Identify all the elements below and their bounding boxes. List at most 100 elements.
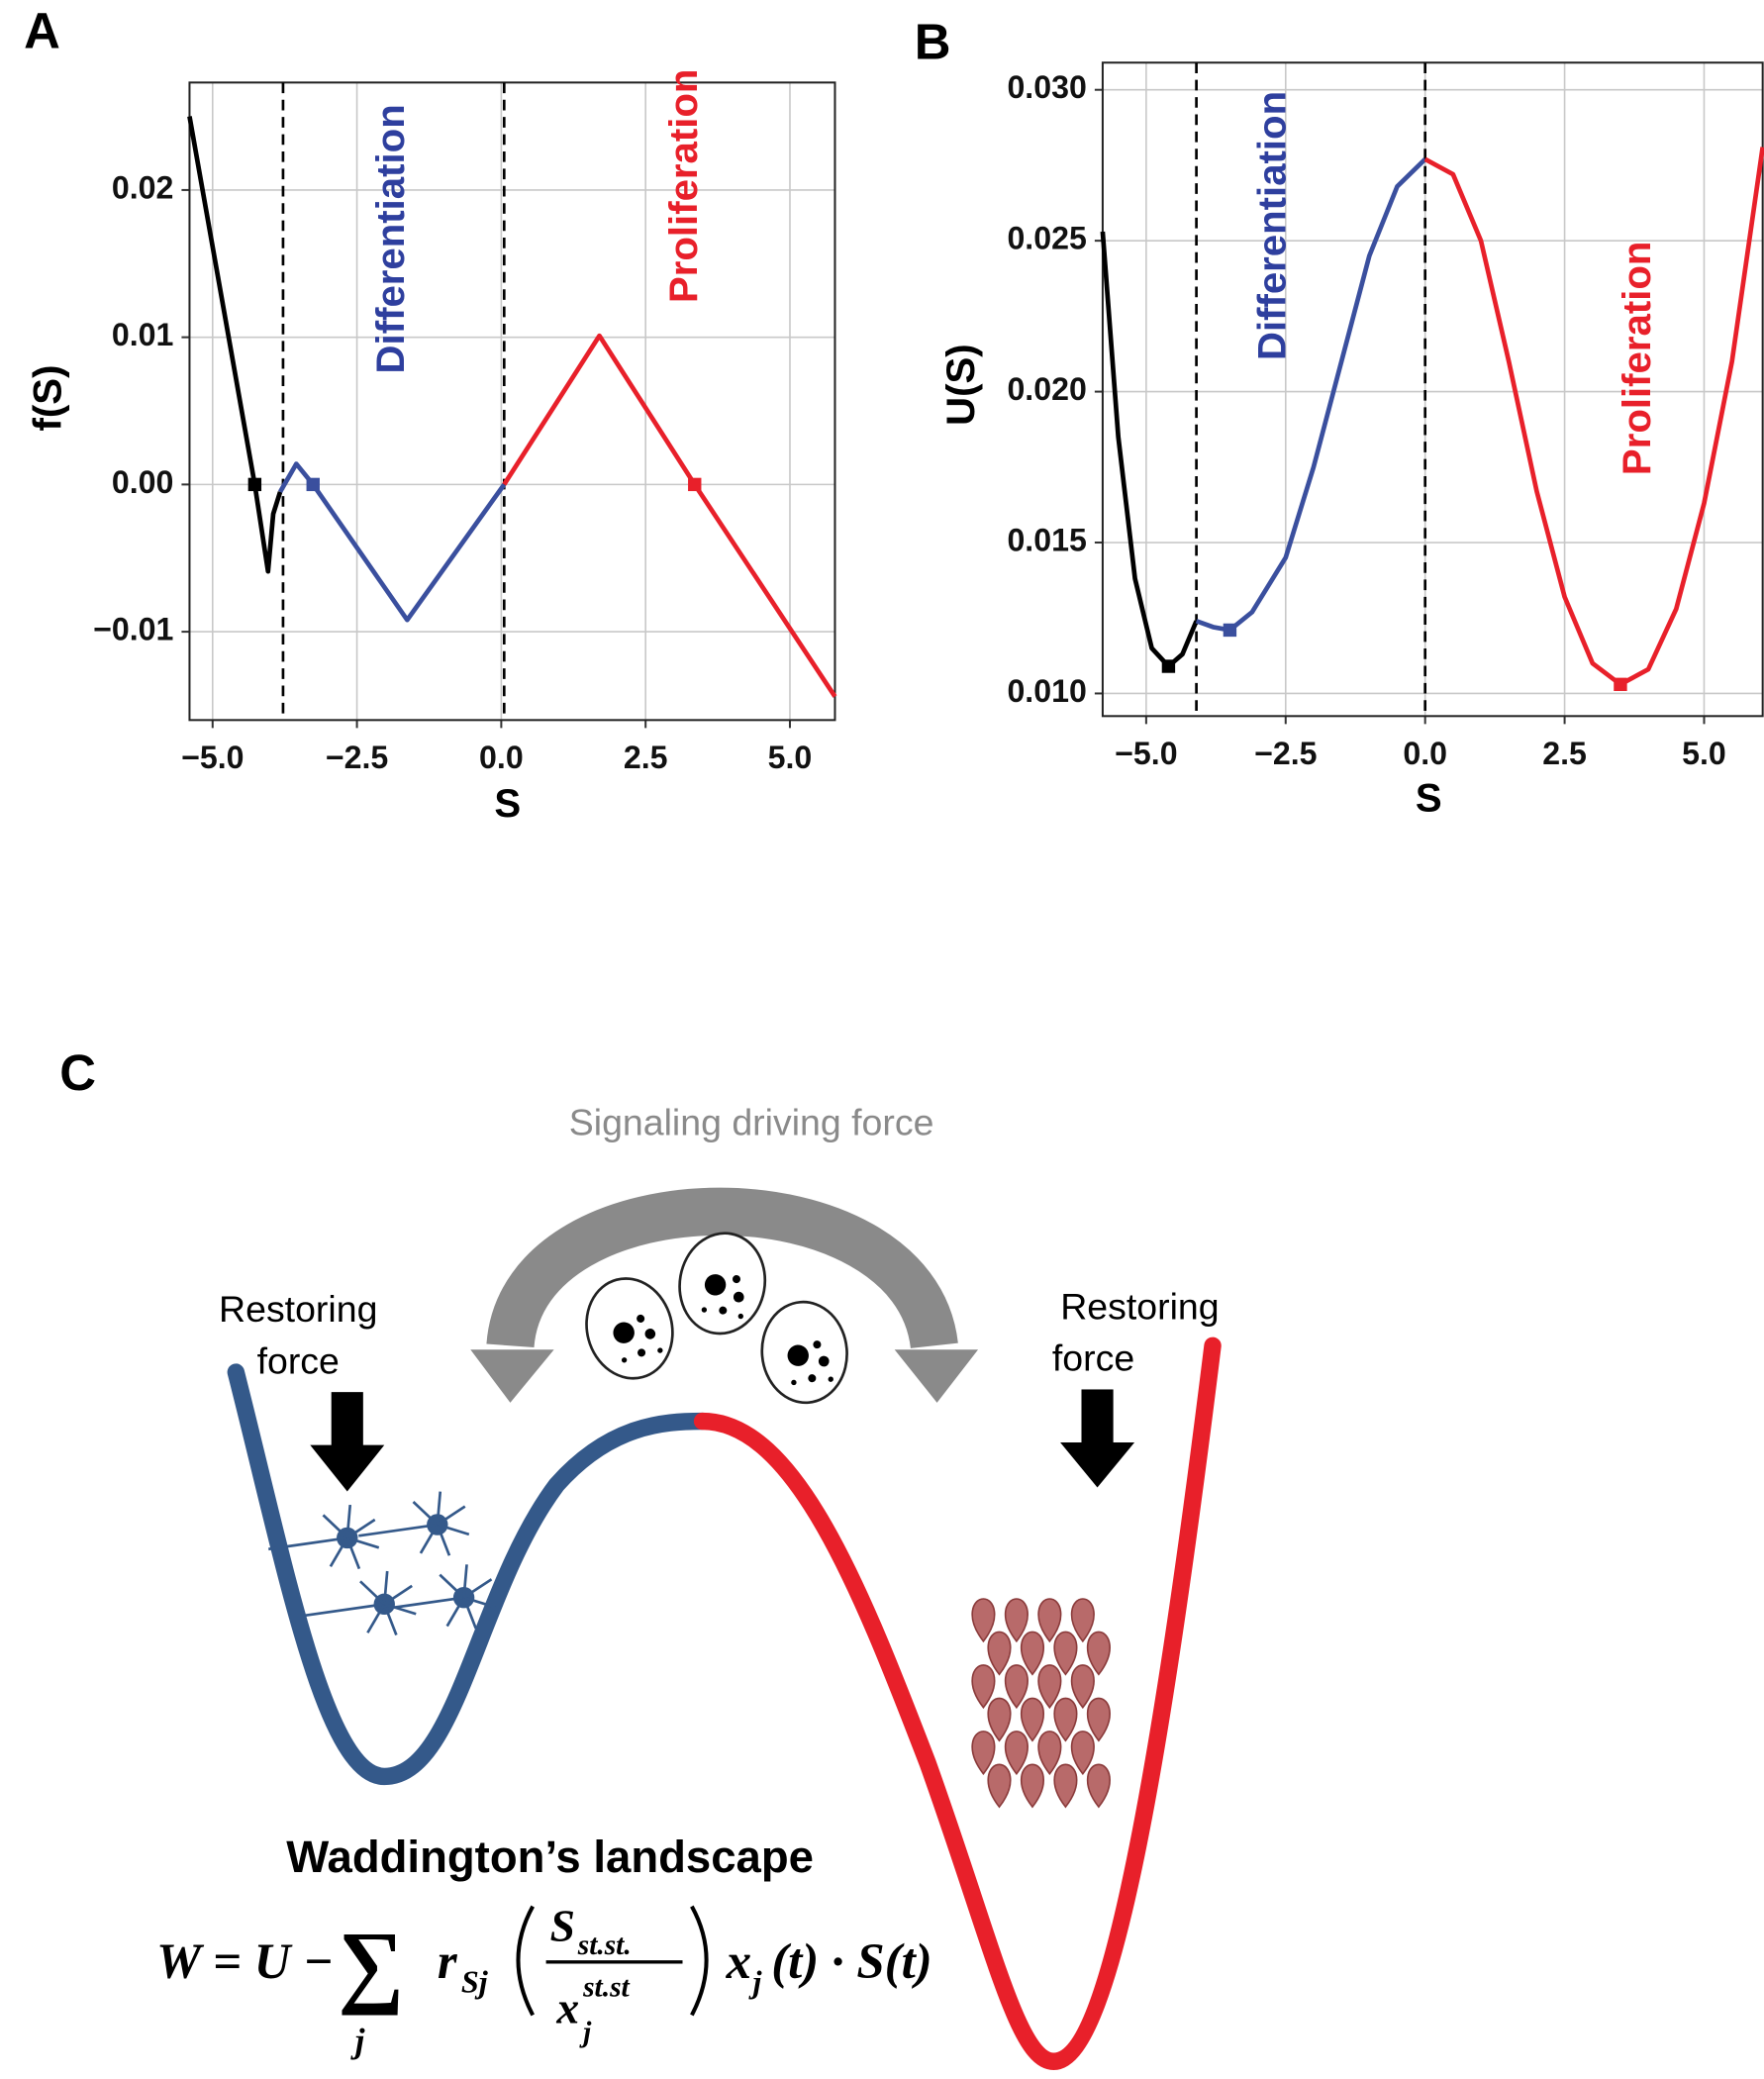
y-tick-label: 0.010 [1007, 673, 1086, 709]
x-tick-label: 0.0 [479, 740, 524, 775]
panel-c: C Signaling driving force Restoring forc… [59, 1044, 1222, 2070]
y-axis-title: f(S) [25, 365, 69, 432]
proliferating-cell [1053, 1697, 1078, 1742]
proliferating-cell [1053, 1763, 1078, 1809]
proliferating-cell [1053, 1631, 1078, 1676]
y-tick-label: 0.01 [112, 317, 174, 352]
annotation: Proliferation [1615, 242, 1659, 476]
landscape-blue [227, 1363, 712, 1786]
restoring-arrow [1060, 1442, 1135, 1488]
eq-den-sup: st.st [582, 1972, 630, 2004]
series-line [1195, 157, 1427, 633]
eq-num-sub: st.st. [577, 1930, 632, 1961]
proliferating-cell [1070, 1664, 1095, 1710]
stem-cell [585, 1277, 674, 1380]
proliferating-cell [1005, 1664, 1029, 1710]
steady-state-marker [688, 477, 702, 492]
nucleus [613, 1322, 635, 1343]
equation: W = U − ∑ j r Sj S st.st. x st.st j x j … [156, 1900, 932, 2059]
y-tick-label: 0.02 [112, 169, 174, 205]
organelle [813, 1340, 822, 1349]
neuron [358, 1491, 470, 1556]
y-tick-label: 0.020 [1007, 371, 1086, 407]
organelle [657, 1347, 663, 1353]
proliferating-cell [1005, 1731, 1029, 1776]
eq-r-sub: Sj [461, 1964, 489, 2000]
organelle [808, 1374, 817, 1383]
proliferating-cell [1087, 1697, 1111, 1742]
neuron [305, 1570, 417, 1636]
restoring-arrow [1081, 1389, 1114, 1445]
dendrite [359, 1580, 386, 1606]
eq-den: x [555, 1982, 579, 2032]
neuron [268, 1504, 380, 1570]
x-tick-label: 2.5 [624, 740, 668, 775]
series-line [1423, 147, 1764, 687]
organelle [737, 1313, 743, 1320]
x-tick-label: −2.5 [1254, 736, 1317, 771]
organelle [791, 1379, 797, 1386]
plot-frame [1101, 61, 1764, 718]
y-axis-title: U(S) [938, 344, 983, 426]
proliferating-cell [1005, 1598, 1029, 1643]
plot-frame [188, 81, 836, 722]
steady-state-marker [1614, 677, 1627, 692]
organelle [828, 1376, 833, 1382]
dendrite [384, 1596, 464, 1611]
proliferating-cell [987, 1631, 1012, 1676]
dendrite [436, 1491, 442, 1526]
dendrite [412, 1501, 439, 1526]
restoring-label: Restoring [1060, 1285, 1219, 1327]
proliferating-cell [971, 1664, 996, 1710]
annotation: Proliferation [661, 69, 706, 304]
dendrite [445, 1596, 465, 1628]
panel-label: B [915, 13, 951, 69]
neuron [384, 1564, 496, 1630]
proliferating-cell [1070, 1598, 1095, 1643]
organelle [621, 1357, 628, 1363]
x-axis-title: S [1416, 776, 1442, 821]
proliferating-cell [1037, 1664, 1062, 1710]
dendrite [345, 1504, 352, 1538]
proliferating-cell [1087, 1763, 1111, 1809]
x-tick-label: −5.0 [181, 740, 244, 775]
x-tick-label: −5.0 [1115, 736, 1177, 771]
proliferating-cell [1070, 1731, 1095, 1776]
paren [516, 1905, 535, 2017]
eq-den-sub: j [579, 2017, 592, 2048]
landscape-red [693, 1336, 1222, 2070]
dendrite [382, 1570, 389, 1605]
dendrite [345, 1536, 361, 1570]
eq-lhs: W = U − [156, 1934, 334, 1990]
dendrite [268, 1536, 347, 1551]
organelle [719, 1306, 728, 1315]
x-tick-label: 0.0 [1403, 736, 1447, 771]
proliferating-cell [971, 1598, 996, 1643]
proliferating-cell [1021, 1697, 1044, 1742]
paren [690, 1905, 709, 2017]
proliferating-cell [987, 1697, 1012, 1742]
series-line [187, 116, 283, 574]
organelle [637, 1314, 645, 1323]
organelle [818, 1355, 830, 1367]
steady-state-marker [1223, 623, 1237, 638]
series-line [1100, 231, 1199, 669]
restoring-label: force [257, 1339, 340, 1381]
eq-tail: (t) · S(t) [771, 1934, 931, 1990]
organelle [733, 1291, 744, 1303]
proliferating-cell [1037, 1598, 1062, 1643]
chart: −5.0 −2.5 0.0 2.5 5.0 0.010 0.015 0.020 0.025 0.0… [915, 13, 1764, 821]
signal-label: Signaling driving force [569, 1101, 934, 1142]
caption: Waddington’s landscape [286, 1832, 814, 1882]
eq-x: x [726, 1934, 751, 1990]
eq-num: S [550, 1900, 575, 1950]
cell-illustrations [268, 1232, 1111, 1809]
annotation: Differentiation [368, 104, 413, 373]
organelle [637, 1348, 646, 1357]
restoring-arrow [331, 1392, 363, 1448]
y-tick-label: 0.015 [1007, 523, 1086, 558]
y-tick-label: 0.030 [1007, 69, 1086, 105]
dendrite [462, 1564, 468, 1598]
dendrite [346, 1536, 380, 1549]
